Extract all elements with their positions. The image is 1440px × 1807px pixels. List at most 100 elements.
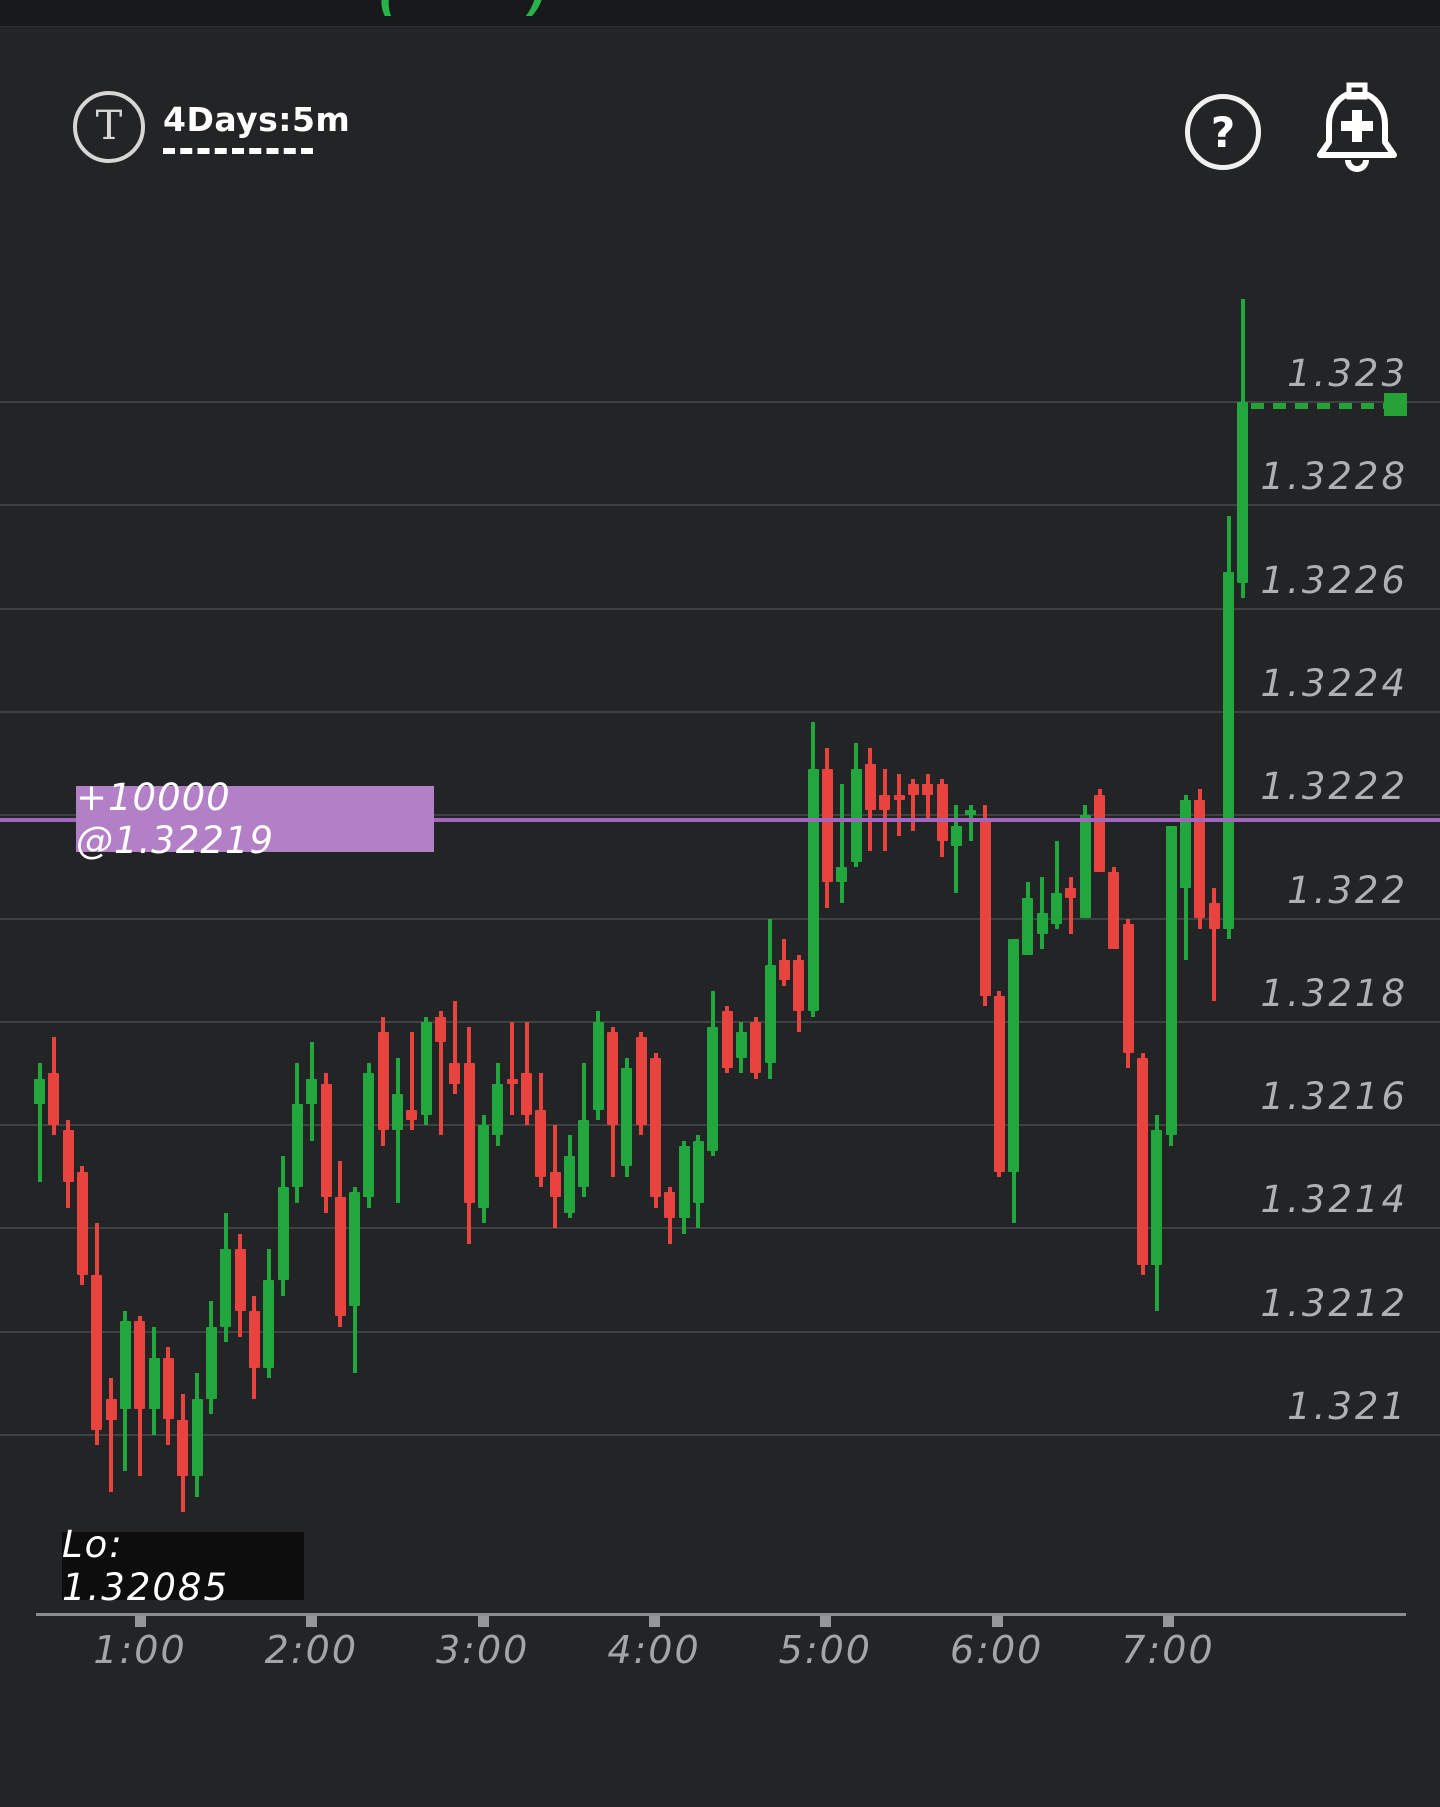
gridline [0, 1124, 1440, 1127]
candle-body [48, 1073, 60, 1126]
gridline [0, 504, 1440, 507]
candle-body [678, 1145, 690, 1219]
candle-wick [510, 1021, 515, 1115]
x-axis-tick [820, 1616, 832, 1627]
x-axis-tick [477, 1616, 489, 1627]
candle-body [349, 1192, 361, 1306]
candle-body [506, 1078, 518, 1084]
y-axis-label: 1.321 [1287, 1385, 1408, 1428]
x-axis-tick [991, 1616, 1003, 1627]
candle-body [707, 1026, 719, 1151]
x-axis-tick [135, 1616, 146, 1627]
candle-body [306, 1078, 318, 1105]
candle-wick [897, 773, 902, 836]
session-low-label: Lo: 1.32085 [62, 1523, 304, 1609]
position-order-line[interactable] [0, 818, 1440, 823]
candle-body [478, 1125, 490, 1208]
bell-plus-icon [1317, 82, 1397, 172]
y-axis-label: 1.323 [1287, 352, 1408, 395]
candle-body [965, 810, 977, 816]
candle-body [1180, 799, 1192, 888]
candle-body [363, 1073, 375, 1198]
candle-body [864, 763, 876, 811]
candle-body [1094, 794, 1106, 872]
x-axis-tick [1162, 1616, 1174, 1627]
candle-body [76, 1171, 88, 1275]
help-button[interactable]: ? [1185, 94, 1261, 170]
candle-wick [109, 1378, 114, 1492]
question-mark-icon: ? [1210, 107, 1236, 157]
symbol-letter: T [95, 103, 123, 149]
candle-body [1079, 815, 1091, 919]
candle-body [607, 1032, 619, 1126]
candle-body [922, 784, 934, 795]
candle-body [1008, 939, 1020, 1172]
current-price-marker [1384, 393, 1407, 416]
gridline [0, 401, 1440, 403]
candle-body [119, 1321, 131, 1410]
timeframe-selector[interactable]: 4Days:5m [163, 100, 351, 139]
y-axis-label: 1.3228 [1260, 455, 1408, 499]
x-axis-tick [306, 1616, 318, 1627]
candle-body [234, 1249, 246, 1312]
candle-body [1208, 903, 1220, 929]
symbol-logo-button[interactable]: T [73, 91, 145, 163]
candle-body [34, 1078, 45, 1105]
gridline [0, 1330, 1440, 1333]
candle-wick [409, 1032, 414, 1131]
candle-body [535, 1109, 547, 1177]
candle-wick [925, 773, 930, 821]
position-order-label[interactable]: +10000 @1.32219 [76, 776, 434, 862]
candle-body [1036, 913, 1048, 934]
candle-body [664, 1192, 676, 1219]
gridline [0, 710, 1440, 713]
candle-wick [839, 784, 844, 903]
candle-wick [882, 768, 887, 852]
gridline [0, 814, 1440, 817]
candle-body [635, 1037, 647, 1126]
candle-body [1108, 872, 1120, 950]
candle-body [205, 1326, 217, 1399]
candle-body [621, 1068, 633, 1167]
candle-body [778, 959, 790, 981]
candle-wick [1068, 877, 1073, 934]
candle-body [105, 1398, 117, 1420]
y-axis-label: 1.3216 [1260, 1075, 1408, 1119]
top-strip: ( ) [0, 0, 1440, 27]
x-axis-label: 6:00 [949, 1628, 1044, 1672]
x-axis-label: 5:00 [778, 1628, 872, 1672]
x-axis-label: 1:00 [93, 1628, 187, 1672]
candle-body [320, 1083, 332, 1198]
candle-wick [452, 1001, 457, 1095]
candle-body [721, 1011, 733, 1069]
candle-body [492, 1083, 504, 1136]
candle-body [1194, 799, 1206, 919]
candle-body [650, 1057, 662, 1198]
candle-body [392, 1094, 404, 1131]
candle-body [334, 1197, 346, 1317]
candle-body [377, 1032, 389, 1131]
alert-bell-button[interactable] [1314, 82, 1400, 178]
candle-body [1022, 897, 1034, 955]
candle-body [162, 1357, 174, 1420]
candle-body [406, 1109, 418, 1120]
candle-body [277, 1187, 289, 1281]
candle-body [979, 820, 991, 996]
candle-body [564, 1156, 576, 1213]
x-axis-label: 4:00 [607, 1628, 701, 1672]
candle-body [893, 794, 905, 800]
candle-body [950, 825, 962, 847]
x-axis-line [36, 1613, 1406, 1616]
candle-wick [1040, 877, 1045, 950]
candle-body [836, 866, 848, 883]
y-axis-label: 1.322 [1287, 868, 1408, 912]
candle-body [821, 768, 833, 883]
y-axis-label: 1.3212 [1260, 1281, 1408, 1325]
y-axis-label: 1.3218 [1260, 971, 1408, 1015]
candle-body [435, 1016, 447, 1043]
candle-body [248, 1311, 260, 1368]
candle-body [134, 1321, 146, 1410]
y-axis-label: 1.3222 [1260, 765, 1408, 809]
clipped-paren-right: ) [527, 0, 547, 21]
